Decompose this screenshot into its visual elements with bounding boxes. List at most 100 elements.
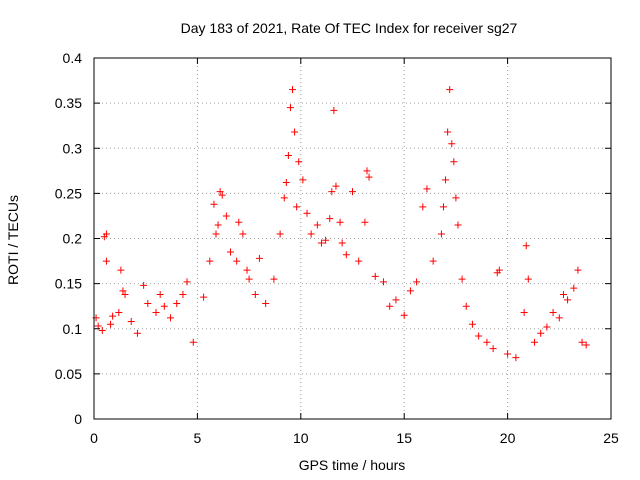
y-tick-label: 0.35 (55, 95, 82, 111)
data-point (109, 312, 117, 320)
data-point (452, 194, 460, 202)
data-point (524, 275, 532, 283)
data-point (578, 338, 586, 346)
data-point (284, 151, 292, 159)
data-point (582, 341, 590, 349)
data-point (386, 302, 394, 310)
data-point (289, 86, 297, 94)
data-point (107, 320, 115, 328)
data-point (328, 188, 336, 196)
data-point (206, 257, 214, 265)
data-point (293, 203, 301, 211)
data-point (537, 329, 545, 337)
data-point (355, 257, 363, 265)
data-point (245, 275, 253, 283)
data-point (555, 314, 563, 322)
y-tick-label: 0.05 (55, 366, 82, 382)
data-point (183, 278, 191, 286)
grid-lines (94, 58, 611, 419)
data-point (458, 275, 466, 283)
data-point (115, 309, 123, 317)
data-point (439, 203, 447, 211)
data-point (332, 182, 340, 190)
data-point (251, 290, 259, 298)
y-tick-label: 0.4 (63, 50, 83, 66)
data-point (282, 179, 290, 187)
y-tick-label: 0.2 (63, 231, 83, 247)
data-point (574, 266, 582, 274)
data-point (371, 272, 379, 280)
data-point (446, 86, 454, 94)
data-point (233, 257, 241, 265)
data-point (200, 293, 208, 301)
x-tick-label: 0 (90, 430, 98, 446)
x-axis-label: GPS time / hours (299, 457, 406, 473)
data-point (286, 104, 294, 112)
data-point (152, 309, 160, 317)
data-point (133, 329, 141, 337)
data-point (119, 287, 127, 295)
data-point (342, 251, 350, 259)
data-point (218, 191, 226, 199)
data-point (243, 266, 251, 274)
data-point (173, 299, 181, 307)
data-point (117, 266, 125, 274)
data-point (313, 221, 321, 229)
data-point (564, 296, 572, 304)
data-point (483, 338, 491, 346)
data-point (167, 314, 175, 322)
data-point (437, 230, 445, 238)
y-tick-label: 0.3 (63, 140, 83, 156)
data-point (140, 281, 148, 289)
y-tick-label: 0.15 (55, 276, 82, 292)
data-point (255, 254, 263, 262)
y-tick-label: 0.25 (55, 185, 82, 201)
y-tick-label: 0 (74, 411, 82, 427)
data-point (102, 230, 110, 238)
data-point (270, 275, 278, 283)
data-point (520, 309, 528, 317)
chart-title: Day 183 of 2021, Rate Of TEC Index for r… (181, 20, 518, 36)
data-point (179, 290, 187, 298)
data-point (462, 302, 470, 310)
data-point (160, 302, 168, 310)
data-point (295, 158, 303, 166)
data-point (156, 290, 164, 298)
data-point (454, 221, 462, 229)
data-point (349, 188, 356, 196)
data-point (322, 236, 330, 244)
x-tick-label: 5 (194, 430, 202, 446)
data-point (235, 218, 243, 226)
y-axis-label: ROTI / TECUs (5, 195, 21, 285)
data-point (212, 230, 220, 238)
data-point (444, 128, 452, 136)
data-point (392, 296, 400, 304)
data-point (361, 218, 369, 226)
x-tick-label: 20 (500, 430, 516, 446)
data-point (380, 278, 388, 286)
data-point (450, 158, 458, 166)
data-point (307, 230, 315, 238)
data-point (448, 140, 456, 148)
data-point (522, 242, 530, 250)
data-points (92, 86, 590, 362)
data-point (442, 176, 450, 184)
data-point (144, 299, 152, 307)
data-point (419, 203, 427, 211)
y-tick-label: 0.1 (63, 321, 83, 337)
data-point (468, 320, 476, 328)
data-point (406, 287, 414, 295)
data-point (121, 290, 129, 298)
data-point (330, 106, 338, 114)
data-point (530, 338, 538, 346)
data-point (495, 266, 503, 274)
axis-ticks: 0 5 10 15 20 25 0 0.05 0.1 0.15 0.2 0.25 0.3 0.35 0.4 (55, 50, 619, 446)
data-point (98, 327, 106, 335)
data-point (423, 185, 431, 193)
data-point (226, 248, 234, 256)
data-point (189, 338, 197, 346)
data-point (280, 194, 288, 202)
data-point (336, 218, 344, 226)
data-point (549, 309, 557, 317)
